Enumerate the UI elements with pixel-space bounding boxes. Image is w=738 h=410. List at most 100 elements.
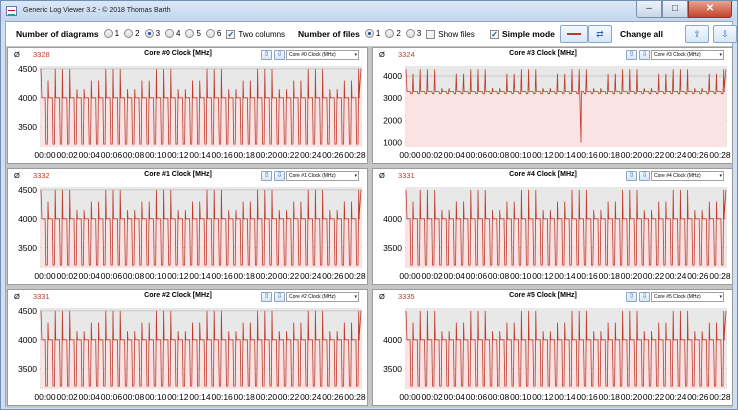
arrow-down-icon: ⇩: [276, 293, 283, 300]
sensor-select[interactable]: Core #2 Clock (MHz) ▾: [286, 292, 359, 302]
y-tick-label: 3000: [383, 93, 402, 103]
panel-down-button[interactable]: ⇩: [639, 171, 650, 181]
series-area: [41, 68, 361, 147]
x-tick-label: 00:12: [532, 150, 554, 160]
files-label: Number of files: [298, 29, 360, 39]
panel-up-button[interactable]: ⇧: [626, 50, 637, 60]
panel-title: Core #3 Clock [MHz]: [509, 50, 577, 57]
x-tick-label: 00:14: [189, 150, 211, 160]
panel-down-button[interactable]: ⇩: [274, 50, 285, 60]
diagrams-radio-label: 2: [135, 28, 140, 38]
x-tick-label: 00:06: [101, 271, 123, 281]
title-bar[interactable]: Generic Log Viewer 3.2 - © 2018 Thomas B…: [1, 1, 737, 21]
panel-down-button[interactable]: ⇩: [274, 171, 285, 181]
panel-up-button[interactable]: ⇧: [261, 50, 272, 60]
diagrams-radio-label: 3: [155, 28, 161, 38]
series-line: [40, 68, 362, 145]
panel-up-button[interactable]: ⇧: [261, 171, 272, 181]
sensor-select[interactable]: Core #5 Clock (MHz) ▾: [651, 292, 724, 302]
x-tick-label: 00:08: [123, 150, 145, 160]
diagrams-radio[interactable]: [185, 28, 195, 38]
show-files-option[interactable]: Show files: [426, 29, 475, 39]
series-area: [41, 189, 361, 268]
change-all-group: Change all ⇧ ⇩: [620, 22, 737, 46]
diagrams-radio[interactable]: [103, 28, 113, 38]
arrow-up-icon: ⇧: [693, 28, 701, 39]
average-symbol: Ø: [379, 292, 385, 301]
series-line: [405, 310, 727, 387]
diagrams-option-2[interactable]: 2: [124, 28, 140, 38]
swap-button[interactable]: ⇄: [587, 25, 612, 43]
y-tick-label: 3500: [383, 364, 402, 374]
sensor-select[interactable]: Core #4 Clock (MHz) ▾: [651, 171, 724, 181]
x-tick-label: 00:12: [532, 271, 554, 281]
diagrams-option-1[interactable]: 1: [103, 28, 120, 38]
change-all-down-button[interactable]: ⇩: [712, 25, 737, 43]
maximize-button[interactable]: □: [662, 1, 688, 18]
y-tick-label: 4000: [18, 214, 37, 224]
diagram-panel: Ø 3331 Core #4 Clock [MHz] ⇧ ⇩ Core #4 Clock …: [372, 168, 733, 285]
sensor-select[interactable]: Core #3 Clock (MHz) ▾: [651, 50, 724, 60]
diagrams-option-3[interactable]: 3: [144, 28, 161, 38]
minimize-button[interactable]: –: [636, 1, 662, 18]
files-option-1[interactable]: 1: [364, 28, 380, 38]
diagrams-radio[interactable]: [124, 28, 134, 38]
x-tick-label: 00:28: [344, 392, 366, 402]
x-tick-label: 00:22: [278, 150, 300, 160]
files-radio-label: 3: [416, 28, 422, 38]
diagrams-option-5[interactable]: 5: [185, 28, 201, 38]
x-tick-label: 00:20: [256, 392, 278, 402]
average-symbol: Ø: [14, 171, 20, 180]
panel-down-button[interactable]: ⇩: [639, 50, 650, 60]
x-tick-label: 00:14: [189, 271, 211, 281]
y-tick-label: 4500: [18, 185, 37, 195]
diagrams-radio[interactable]: [165, 28, 175, 38]
diagrams-option-6[interactable]: 6: [205, 28, 221, 38]
sensor-select[interactable]: Core #1 Clock (MHz) ▾: [286, 171, 359, 181]
y-tick-label: 4000: [383, 335, 402, 345]
arrow-down-icon: ⇩: [641, 51, 648, 58]
panel-up-button[interactable]: ⇧: [261, 292, 272, 302]
x-tick-label: 00:10: [510, 150, 532, 160]
two-columns-checkbox[interactable]: ✓: [226, 29, 236, 39]
sensor-select[interactable]: Core #0 Clock (MHz) ▾: [286, 50, 359, 60]
average-symbol: Ø: [379, 50, 385, 59]
average-symbol: Ø: [14, 292, 20, 301]
x-tick-label: 00:16: [212, 150, 234, 160]
diagrams-option-4[interactable]: 4: [165, 28, 180, 38]
x-tick-label: 00:14: [554, 271, 576, 281]
close-button[interactable]: ✕: [688, 1, 732, 18]
panel-header: Ø 3324 Core #3 Clock [MHz] ⇧ ⇩ Core #3 Clock …: [373, 48, 732, 62]
files-radio[interactable]: [385, 28, 395, 38]
files-group: Number of files 1 2 3 Show files: [298, 22, 475, 46]
files-radio[interactable]: [364, 28, 374, 38]
x-tick-label: 00:16: [577, 271, 599, 281]
panel-down-button[interactable]: ⇩: [274, 292, 285, 302]
x-tick-label: 00:22: [278, 392, 300, 402]
panel-up-button[interactable]: ⇧: [626, 292, 637, 302]
series-line: [40, 310, 362, 387]
x-tick-label: 00:06: [466, 271, 488, 281]
chevron-down-icon: ▾: [354, 173, 357, 179]
files-option-3[interactable]: 3: [405, 28, 422, 38]
files-radio[interactable]: [405, 28, 415, 38]
app-logo-icon: [6, 6, 17, 16]
line-color-button[interactable]: [559, 25, 588, 43]
x-tick-label: 00:00: [34, 271, 56, 281]
diagrams-radio[interactable]: [205, 28, 215, 38]
panel-down-button[interactable]: ⇩: [639, 292, 650, 302]
diagrams-radio[interactable]: [144, 28, 154, 38]
simple-mode-checkbox[interactable]: ✓: [490, 29, 499, 39]
x-tick-label: 00:10: [145, 150, 167, 160]
average-symbol: Ø: [379, 171, 385, 180]
panel-up-button[interactable]: ⇧: [626, 171, 637, 181]
show-files-checkbox[interactable]: [426, 29, 436, 39]
average-value: 3324: [398, 50, 415, 59]
change-all-up-button[interactable]: ⇧: [684, 25, 709, 43]
diagrams-radio-label: 1: [114, 28, 120, 38]
two-columns-option[interactable]: ✓ Two columns: [226, 29, 285, 39]
files-option-2[interactable]: 2: [385, 28, 401, 38]
